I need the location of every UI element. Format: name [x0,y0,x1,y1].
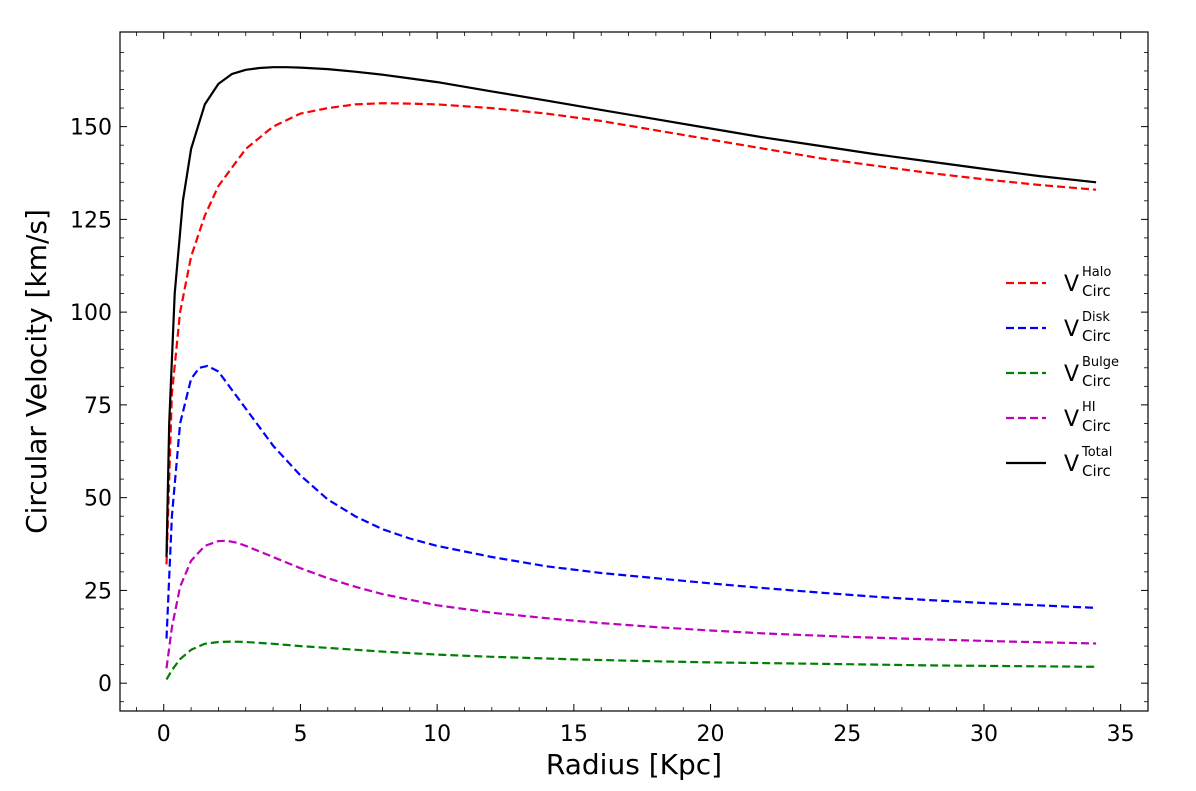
x-axis-label: Radius [Kpc] [546,748,722,781]
legend-item-halo: V Halo Circ [1006,265,1111,300]
y-tick-label: 0 [98,672,112,697]
legend-item-total: V Total Circ [1006,445,1112,480]
y-tick-label: 100 [70,301,112,326]
x-tick-label: 10 [423,722,451,747]
legend-label-sup: Total [1081,445,1112,460]
series-line-hi [165,539,1097,669]
legend-label-main: V [1064,272,1079,297]
legend-label-main: V [1064,317,1079,342]
legend-label-main: V [1064,362,1079,387]
x-tick-label: 30 [970,722,998,747]
legend-label-sup: Disk [1082,310,1110,325]
legend-label-sup: Bulge [1082,355,1119,370]
x-tick-label: 15 [560,722,588,747]
legend-item-hi: V HI Circ [1006,400,1111,435]
x-tick-label: 25 [833,722,861,747]
y-tick-label: 125 [70,208,112,233]
legend-item-disk: V Disk Circ [1006,310,1111,345]
legend-label-sub: Circ [1082,417,1111,435]
series-layer [165,66,1097,681]
tick-labels-layer: 0 5 10 15 20 25 30 35 0 25 50 75 100 125 150 [70,116,1135,747]
y-tick-label: 50 [84,487,112,512]
series-line-bulge [165,640,1097,681]
legend-label-sub: Circ [1082,282,1111,300]
y-tick-label: 25 [84,579,112,604]
plot-frame [119,31,1149,712]
legend-label-sub: Circ [1082,462,1111,480]
x-tick-label: 0 [157,722,171,747]
x-tick-label: 35 [1107,722,1135,747]
y-axis-label: Circular Velocity [km/s] [20,209,53,534]
x-tick-label: 20 [697,722,725,747]
x-tick-label: 5 [293,722,307,747]
legend-item-bulge: V Bulge Circ [1006,355,1119,390]
y-tick-label: 150 [70,116,112,141]
legend-label-main: V [1064,452,1079,477]
legend-label-sub: Circ [1082,327,1111,345]
legend-label-sup: Halo [1082,265,1111,280]
y-tick-label: 75 [84,394,112,419]
series-line-disk [165,364,1097,639]
legend-label-sup: HI [1082,400,1096,415]
series-line-total [165,66,1097,558]
legend-label-main: V [1064,407,1079,432]
legend-label-sub: Circ [1082,372,1111,390]
ticks-layer [120,32,1148,711]
